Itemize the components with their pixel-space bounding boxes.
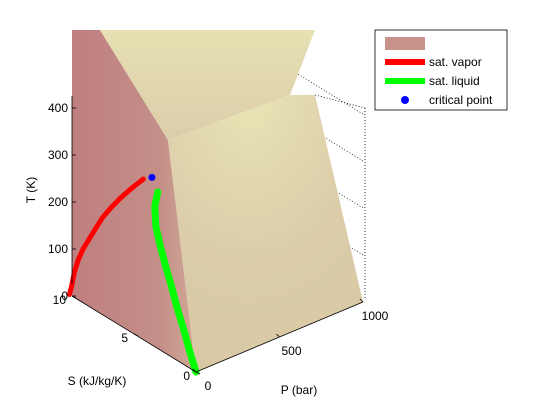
legend-critical-marker [401,96,409,104]
t-tick-label-0: 0 [61,289,68,303]
critical-point-marker [148,173,156,181]
back-gridline-4 [238,37,364,115]
surface-top-face [100,30,315,140]
s-ticks: 0 5 10 [53,293,201,383]
surface-left-face [72,30,196,372]
p-tick-mark-0 [192,368,197,373]
s-tick-label-1: 5 [121,331,128,345]
t-ticks: 0 100 200 300 400 [48,101,76,303]
s-tick-label-2: 10 [53,293,67,307]
t-axis: 0 100 200 300 400 T (K) [24,101,76,303]
sat-liquid-curve [151,188,200,376]
surface-right-face [168,95,363,372]
legend-vapor-label: sat. vapor [429,55,482,69]
p-tick-label-1: 500 [281,344,301,358]
t-axis-label: T (K) [24,177,38,203]
s-axis-label: S (kJ/kg/K) [68,374,127,388]
s-tick-mark-0 [195,371,201,375]
legend: sat. vapor sat. liquid critical point [374,29,508,111]
p-axis-label: P (bar) [281,383,317,397]
t-tick-label-3: 300 [48,148,68,162]
t-tick-label-1: 100 [48,242,68,256]
s-tick-mark-2 [71,295,77,299]
p-ticks: 0 500 1000 [192,298,389,393]
t-tick-label-2: 200 [48,195,68,209]
s-tick-label-0: 0 [183,369,190,383]
s-axis: 0 5 10 S (kJ/kg/K) [53,293,201,388]
s-tick-mark-1 [133,333,139,337]
legend-liquid-label: sat. liquid [429,74,480,88]
legend-critical-label: critical point [429,93,493,107]
surface [72,30,363,372]
series-layer [67,173,200,376]
p-tick-mark-2 [359,298,364,303]
p-tick-mark-1 [276,333,280,338]
box-edges [314,94,366,300]
back-top-edge [314,94,366,109]
p-tick-label-2: 1000 [362,309,389,323]
p-axis: 0 500 1000 P (bar) [192,298,389,397]
t-tick-label-4: 400 [48,101,68,115]
legend-surface-swatch [385,37,425,50]
sat-vapor-curve [67,176,146,297]
p-tick-label-0: 0 [205,379,212,393]
